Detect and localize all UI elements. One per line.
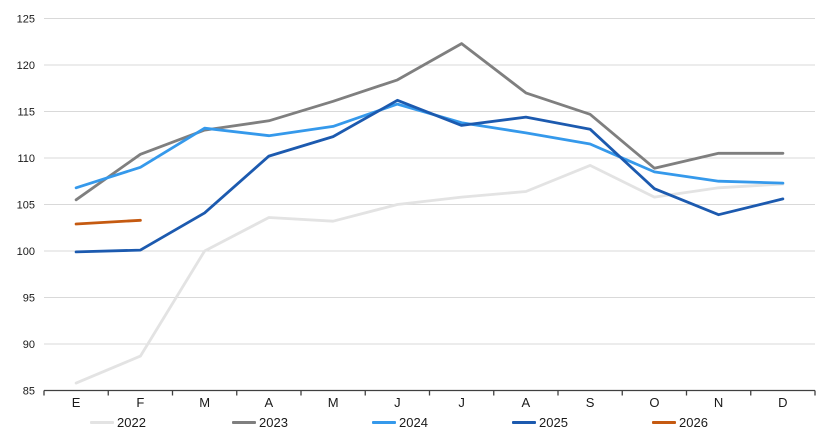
x-tick-label: A	[265, 395, 274, 410]
x-tick-label: A	[522, 395, 531, 410]
legend-line-swatch	[652, 420, 676, 424]
x-tick-label: D	[778, 395, 787, 410]
y-tick-label: 100	[17, 246, 35, 258]
y-tick-label: 120	[17, 60, 35, 72]
legend-line-swatch	[90, 420, 114, 424]
series-line-2026	[74, 218, 142, 226]
y-tick-label: 115	[17, 107, 35, 119]
legend-label: 2024	[399, 414, 428, 430]
x-tick-label: J	[394, 395, 401, 410]
x-tick-label: O	[649, 395, 659, 410]
legend-label: 2025	[539, 414, 568, 430]
legend-line-swatch	[232, 420, 256, 424]
x-tick-label: N	[714, 395, 723, 410]
x-tick-label: S	[586, 395, 595, 410]
gridlines	[44, 18, 815, 392]
y-tick-label: 125	[17, 14, 35, 26]
y-tick-label: 85	[23, 386, 35, 398]
x-tick-label: E	[72, 395, 81, 410]
x-tick-label: M	[328, 395, 339, 410]
legend-line-swatch	[512, 420, 536, 424]
legend-item-2022: 2022	[90, 413, 146, 431]
y-tick-label: 90	[23, 339, 35, 351]
y-axis-labels: 85 90 95 100 105 110 115 120 125	[17, 14, 35, 398]
x-tick-label: F	[136, 395, 144, 410]
series-line-2022	[74, 163, 785, 385]
series-line-2025	[74, 98, 785, 254]
y-tick-label: 105	[17, 200, 35, 212]
legend-label: 2026	[679, 414, 708, 430]
x-axis-ticks	[43, 390, 816, 396]
chart-legend: 2022 2023 2024 2025 2026	[0, 413, 820, 433]
x-tick-label: M	[199, 395, 210, 410]
series-lines	[74, 42, 785, 385]
legend-label: 2023	[259, 414, 288, 430]
legend-item-2026: 2026	[652, 413, 708, 431]
legend-item-2025: 2025	[512, 413, 568, 431]
y-tick-label: 110	[17, 153, 35, 165]
legend-item-2023: 2023	[232, 413, 288, 431]
y-tick-label: 95	[23, 293, 35, 305]
legend-label: 2022	[117, 414, 146, 430]
x-tick-label: J	[458, 395, 465, 410]
legend-line-swatch	[372, 420, 396, 424]
series-line-2024	[74, 102, 785, 190]
legend-item-2024: 2024	[372, 413, 428, 431]
